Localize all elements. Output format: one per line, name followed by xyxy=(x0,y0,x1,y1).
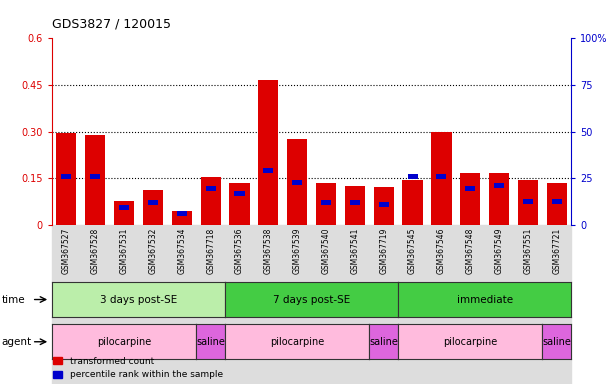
Bar xyxy=(552,199,562,204)
Text: pilocarpine: pilocarpine xyxy=(443,337,497,347)
Bar xyxy=(456,225,485,384)
Text: saline: saline xyxy=(369,337,398,347)
Bar xyxy=(514,225,543,384)
Bar xyxy=(139,225,167,384)
Bar xyxy=(109,225,139,384)
Text: saline: saline xyxy=(543,337,571,347)
Bar xyxy=(523,199,533,204)
Bar xyxy=(254,225,283,384)
Bar xyxy=(143,190,163,225)
Bar xyxy=(312,225,340,384)
Bar xyxy=(119,205,129,210)
Bar xyxy=(148,200,158,205)
Bar xyxy=(379,202,389,207)
Bar xyxy=(200,177,221,225)
Bar xyxy=(547,183,567,225)
Bar xyxy=(465,187,475,192)
Bar xyxy=(316,183,336,225)
Bar xyxy=(287,139,307,225)
Bar xyxy=(114,201,134,225)
Bar xyxy=(56,133,76,225)
Bar xyxy=(258,80,279,225)
Bar xyxy=(485,225,514,384)
Bar xyxy=(263,168,273,173)
Bar xyxy=(321,200,331,205)
Bar xyxy=(340,225,369,384)
Bar xyxy=(205,187,216,192)
Bar xyxy=(398,225,427,384)
Bar xyxy=(229,183,249,225)
Bar xyxy=(283,225,312,384)
Text: pilocarpine: pilocarpine xyxy=(270,337,324,347)
Bar xyxy=(494,183,504,188)
Bar xyxy=(167,225,196,384)
Text: pilocarpine: pilocarpine xyxy=(97,337,151,347)
Bar xyxy=(431,132,452,225)
Text: 7 days post-SE: 7 days post-SE xyxy=(273,295,350,305)
Bar xyxy=(460,174,480,225)
Legend: transformed count, percentile rank within the sample: transformed count, percentile rank withi… xyxy=(53,357,223,379)
Bar xyxy=(403,180,423,225)
Bar xyxy=(225,225,254,384)
Text: GDS3827 / 120015: GDS3827 / 120015 xyxy=(52,17,171,30)
Bar xyxy=(81,225,109,384)
Bar xyxy=(427,225,456,384)
Bar xyxy=(543,225,571,384)
Bar xyxy=(345,186,365,225)
Bar xyxy=(52,225,81,384)
Bar xyxy=(350,200,360,205)
Bar xyxy=(436,174,447,179)
Bar xyxy=(172,211,192,225)
Text: saline: saline xyxy=(196,337,225,347)
Bar xyxy=(196,225,225,384)
Bar xyxy=(85,135,105,225)
Text: time: time xyxy=(2,295,26,305)
Bar xyxy=(374,187,394,225)
Bar xyxy=(489,174,509,225)
Bar xyxy=(369,225,398,384)
Bar xyxy=(235,191,244,196)
Text: immediate: immediate xyxy=(456,295,513,305)
Bar xyxy=(408,174,418,179)
Bar xyxy=(518,180,538,225)
Text: 3 days post-SE: 3 days post-SE xyxy=(100,295,177,305)
Bar xyxy=(90,174,100,179)
Bar xyxy=(292,180,302,185)
Bar xyxy=(177,211,187,216)
Text: agent: agent xyxy=(2,337,32,347)
Bar xyxy=(61,174,71,179)
